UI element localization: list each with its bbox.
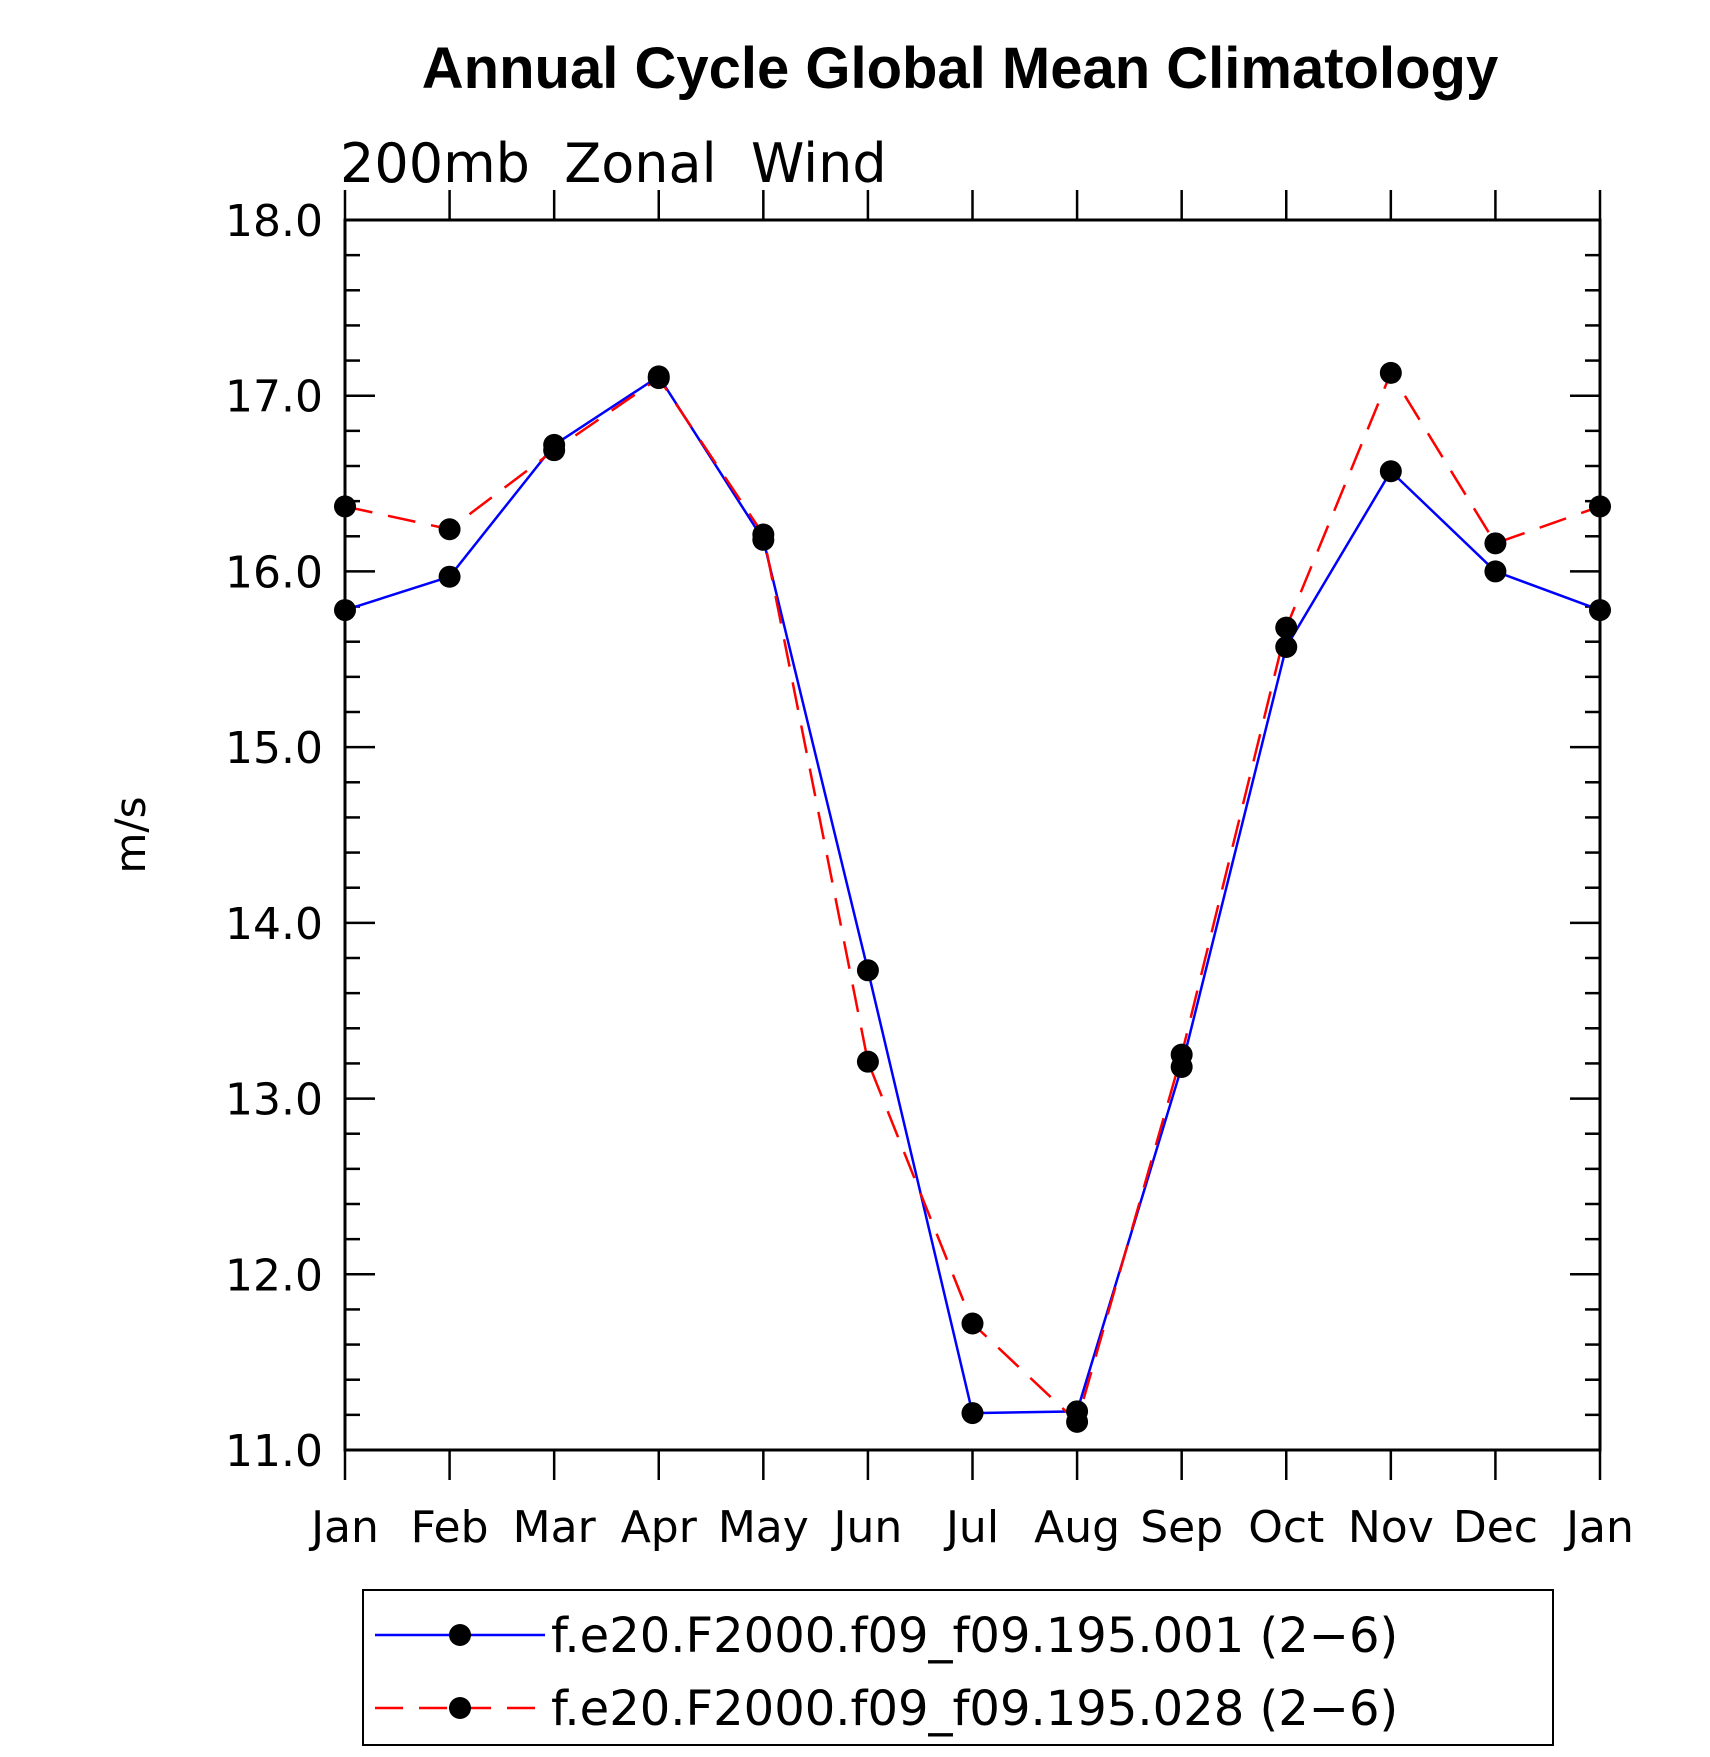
series-1-point — [334, 599, 356, 622]
series-line-2 — [344, 370, 1601, 1425]
legend-marker-1 — [449, 1624, 471, 1646]
series-1-point — [1379, 460, 1402, 483]
series-2-point — [1589, 495, 1611, 518]
series-1-point — [1589, 599, 1611, 622]
series-2-point — [647, 367, 670, 390]
y-tick-label: 18.0 — [225, 196, 323, 247]
x-tick-label: Oct — [1248, 1502, 1324, 1553]
series-2-point — [1170, 1043, 1193, 1066]
y-tick-label: 16.0 — [225, 547, 323, 598]
legend-label-2: f.e20.F2000.f09_f09.195.028 (2−6) — [551, 1681, 1398, 1737]
series-2-point — [1484, 532, 1507, 555]
y-tick-label: 12.0 — [225, 1250, 323, 1301]
series-2-point — [543, 439, 566, 462]
series-2-point — [334, 495, 356, 518]
legend: f.e20.F2000.f09_f09.195.001 (2−6) f.e20.F… — [362, 1589, 1554, 1746]
series-1-point — [961, 1402, 984, 1425]
series-2-point — [1275, 616, 1298, 639]
x-tick-label: Jan — [308, 1502, 379, 1553]
x-tick-label: Jan — [1563, 1502, 1634, 1553]
x-tick-label: Dec — [1453, 1502, 1538, 1553]
series-2-point — [1379, 361, 1402, 384]
x-tick-label: Sep — [1140, 1502, 1223, 1553]
series-2-point — [752, 523, 775, 546]
x-tick-label: May — [718, 1502, 809, 1553]
chart-subtitle: 200mb Zonal Wind — [340, 132, 887, 195]
series-2-point — [1066, 1410, 1089, 1433]
y-tick-label: 14.0 — [225, 899, 323, 950]
series-1-point — [856, 959, 879, 982]
series-2-point — [438, 518, 461, 541]
y-tick-label: 13.0 — [225, 1075, 323, 1126]
series-2-point — [856, 1050, 879, 1073]
y-tick-label: 17.0 — [225, 372, 323, 423]
legend-label-1: f.e20.F2000.f09_f09.195.001 (2−6) — [551, 1608, 1398, 1664]
legend-box — [362, 1589, 1554, 1746]
series-1-point — [438, 565, 461, 588]
plot-frame — [343, 218, 1602, 1452]
y-tick-label: 11.0 — [225, 1426, 323, 1477]
series-line-1 — [344, 374, 1601, 1415]
series-2-point — [961, 1312, 984, 1335]
y-tick-label: 15.0 — [225, 723, 323, 774]
plot-series — [334, 361, 1611, 1433]
x-tick-label: Feb — [411, 1502, 489, 1553]
series-1-point — [1484, 560, 1507, 583]
series-1-point — [1275, 635, 1298, 658]
y-axis-label: m/s — [106, 797, 155, 874]
x-tick-label: Apr — [621, 1502, 698, 1553]
x-tick-label: Nov — [1348, 1502, 1434, 1553]
x-tick-label: Aug — [1034, 1502, 1120, 1553]
legend-marker-2 — [449, 1697, 471, 1719]
x-tick-label: Jun — [831, 1502, 903, 1553]
chart-title: Annual Cycle Global Mean Climatology — [422, 36, 1498, 101]
x-tick-label: Mar — [513, 1502, 597, 1553]
axes: 11.0 12.0 13.0 14.0 15.0 16.0 17.0 18.0 Jan Feb Ma… — [106, 190, 1634, 1553]
x-tick-label: Jul — [943, 1502, 999, 1553]
